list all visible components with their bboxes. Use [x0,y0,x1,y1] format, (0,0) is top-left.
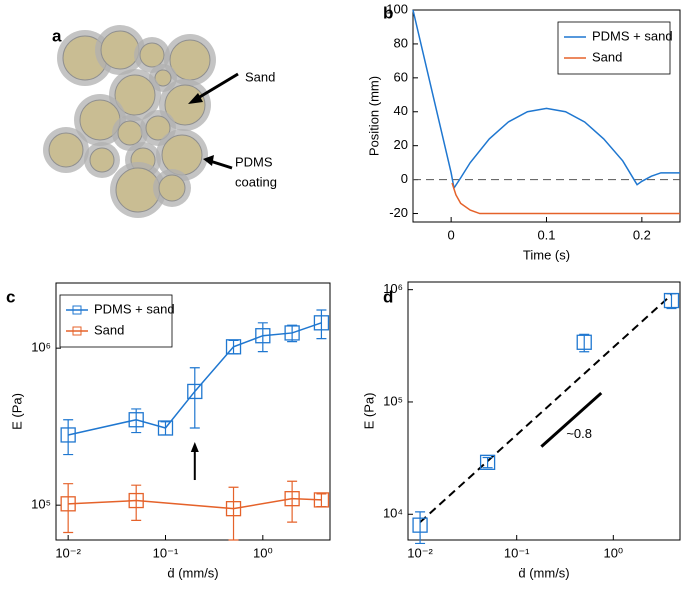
error-bar [287,324,298,343]
marker [479,454,496,470]
y-tick-label: 10⁶ [31,340,51,355]
sand-grain [48,132,84,168]
error-bar [63,419,74,456]
marker [313,492,330,508]
diagram-label: Sand [245,69,275,84]
error-bar [287,480,298,523]
x-axis-label: ḋ (mm/s) [518,565,569,580]
arrow-head [203,155,214,166]
y-tick-label: 20 [394,137,408,152]
marker [128,412,144,428]
series-line [68,497,322,510]
x-tick-label: 10⁻² [55,545,81,560]
legend-marker [72,305,82,315]
error-bar [415,511,426,545]
y-axis-label: Position (mm) [366,76,381,156]
error-bar [63,483,74,534]
series-line [67,322,322,436]
y-tick-label: 10⁵ [383,393,403,408]
y-axis-label: E (Pa) [9,393,24,430]
error-bar [257,322,268,353]
y-tick-label: 10⁴ [383,506,403,521]
marker [663,292,680,309]
x-tick-label: 10⁰ [603,545,623,560]
y-tick-label: 10⁶ [383,281,403,296]
x-tick-label: 0.2 [633,227,651,242]
series-line [451,182,680,215]
marker [313,315,330,331]
sand-grain [158,174,186,202]
legend-label: Sand [592,49,622,64]
slope-guide [540,391,603,448]
x-axis-label: Time (s) [523,247,570,262]
y-tick-label: 60 [394,69,408,84]
x-tick-label: 10⁻² [407,545,433,560]
marker [576,334,592,350]
error-bar [131,484,142,521]
sand-grain [161,134,203,176]
plot-frame [55,282,331,541]
slope-label: ~0.8 [566,426,592,441]
legend-box [557,21,671,75]
sand-grain [154,69,172,87]
grain-diagram [43,25,216,218]
y-tick-label: 80 [394,35,408,50]
error-bar [228,486,239,541]
y-tick-label: -20 [389,205,408,220]
y-axis-label: E (Pa) [361,393,376,430]
error-bar [666,293,677,310]
x-tick-label: 10⁻¹ [153,545,179,560]
marker [284,325,300,341]
diagram-label: PDMS [235,154,273,169]
marker [255,328,271,344]
error-bar [316,309,327,340]
marker [225,339,242,355]
arrow [192,72,239,103]
marker [60,496,76,512]
sand-grain [117,120,143,146]
panel-label: a [52,26,62,45]
legend-box [59,294,173,348]
legend-label: PDMS + sand [592,28,673,43]
y-tick-label: 40 [394,103,408,118]
sand-grain [114,74,156,116]
fit-line [419,294,673,523]
error-bar [482,456,493,469]
y-tick-label: 0 [401,171,408,186]
marker [60,427,76,443]
marker [284,491,300,507]
sand-grain [139,42,165,68]
plot-frame [407,281,681,541]
y-tick-label: 100 [386,1,408,16]
marker [225,501,242,517]
panel-label: b [383,3,393,22]
marker [187,383,203,400]
legend-label: Sand [94,322,124,337]
sand-grain [164,84,206,126]
y-tick-label: 10⁵ [31,497,51,512]
panel-label: d [383,287,393,306]
panel-label: c [6,287,15,306]
x-axis-label: ḋ (mm/s) [167,565,218,580]
x-tick-label: 0.1 [537,227,555,242]
legend-label: PDMS + sand [94,301,175,316]
sand-grain [145,115,171,141]
x-tick-label: 10⁰ [253,545,273,560]
diagram-label: coating [235,174,277,189]
arrow-head [188,93,203,104]
sand-grain [100,30,140,70]
sand-grain [89,147,115,173]
marker [128,492,144,509]
annotation-arrow-head [190,442,199,453]
marker [412,517,428,533]
legend-marker [72,326,82,336]
marker [157,420,174,436]
arrow [209,159,233,170]
x-tick-label: 0 [448,227,455,242]
x-tick-label: 10⁻¹ [504,545,530,560]
